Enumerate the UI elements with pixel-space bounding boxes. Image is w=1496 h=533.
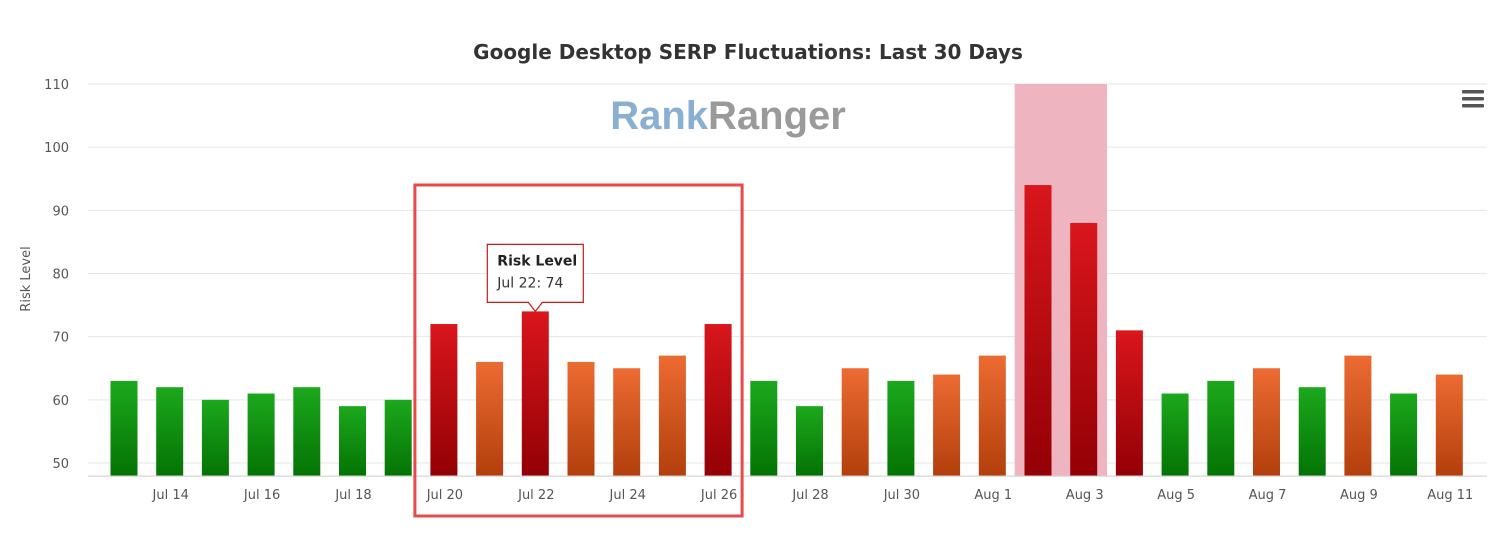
bar-jul-26[interactable] [704,324,732,476]
selection-box [413,183,744,518]
tooltip-box [486,243,584,313]
bar-jul-19[interactable] [384,399,412,476]
bar-aug-4[interactable] [1115,330,1143,476]
x-tick-label: Jul 14 [152,488,189,503]
bar-aug-3[interactable] [1070,222,1098,476]
bar-jul-18[interactable] [339,406,366,476]
bar-aug-10[interactable] [1390,393,1418,476]
x-tick-label: Aug 11 [1427,488,1473,503]
selection-box-layer [413,183,744,518]
bar-jul-23[interactable] [567,361,595,476]
x-tick-label: Jul 28 [791,488,828,503]
bar-jul-16[interactable] [247,393,275,476]
y-tick-label: 90 [52,204,69,219]
x-tick-label: Aug 9 [1340,488,1378,503]
bar-jul-27[interactable] [750,380,778,476]
y-tick-label: 80 [52,268,69,283]
bar-jul-15[interactable] [201,399,229,476]
hamburger-menu-icon[interactable] [1462,90,1484,108]
tooltip-text: Jul 22: 74 [496,275,563,291]
bar-aug-7[interactable] [1253,368,1280,476]
menu-line-3 [1462,104,1484,108]
tooltip-title: Risk Level [497,253,577,269]
y-tick-label: 50 [52,457,69,472]
bar-jul-14[interactable] [156,387,184,476]
bar-jul-30[interactable] [887,380,915,476]
bar-jul-24[interactable] [613,368,641,476]
grid-layer [88,83,1487,464]
bar-jul-13[interactable] [110,380,138,476]
bar-aug-1[interactable] [978,355,1006,476]
y-tick-label: 60 [52,394,69,409]
y-tick-label: 100 [44,141,69,156]
bar-aug-8[interactable] [1298,387,1326,476]
x-tick-label: Aug 1 [974,488,1012,503]
x-tick-label: Aug 5 [1157,488,1195,503]
y-tick-label: 70 [52,331,69,346]
bar-aug-5[interactable] [1161,393,1189,476]
bar-jul-25[interactable] [658,355,686,476]
bars-layer [110,185,1463,476]
bar-jul-21[interactable] [476,361,504,476]
bar-aug-2[interactable] [1024,185,1052,476]
bar-jul-17[interactable] [293,387,321,476]
bar-jul-20[interactable] [430,324,458,476]
x-tick-label: Jul 18 [334,488,371,503]
bar-jul-28[interactable] [796,406,823,476]
bar-aug-11[interactable] [1435,374,1463,476]
x-tick-label: Jul 26 [700,488,737,503]
rankranger-watermark-logo: RankRanger [610,94,846,138]
tooltip: Risk Level Jul 22: 74 [486,243,584,313]
x-tick-label: Jul 16 [243,488,280,503]
y-axis-label: Risk Level [19,246,34,311]
menu-line-2 [1462,97,1484,101]
chart-title: Google Desktop SERP Fluctuations: Last 3… [473,40,1023,64]
bar-jul-31[interactable] [933,374,961,476]
axis-layer: 50 60 70 80 90 100 110 Jul 14 Jul 16 Jul 18 Jul 20… [44,78,1487,503]
y-tick-label: 110 [44,78,69,93]
x-tick-label: Aug 3 [1066,488,1104,503]
watermark-part-rank: Rank [610,94,709,138]
bar-jul-29[interactable] [841,368,869,476]
menu-line-1 [1462,90,1484,94]
x-tick-label: Jul 22 [517,488,554,503]
bar-jul-22[interactable] [521,311,549,476]
x-tick-label: Jul 24 [609,488,646,503]
x-tick-label: Aug 7 [1249,488,1287,503]
x-tick-label: Jul 20 [426,488,463,503]
bar-aug-9[interactable] [1344,355,1372,476]
watermark-part-ranger: Ranger [708,94,846,138]
bar-aug-6[interactable] [1207,380,1235,476]
x-tick-label: Jul 30 [883,488,920,503]
